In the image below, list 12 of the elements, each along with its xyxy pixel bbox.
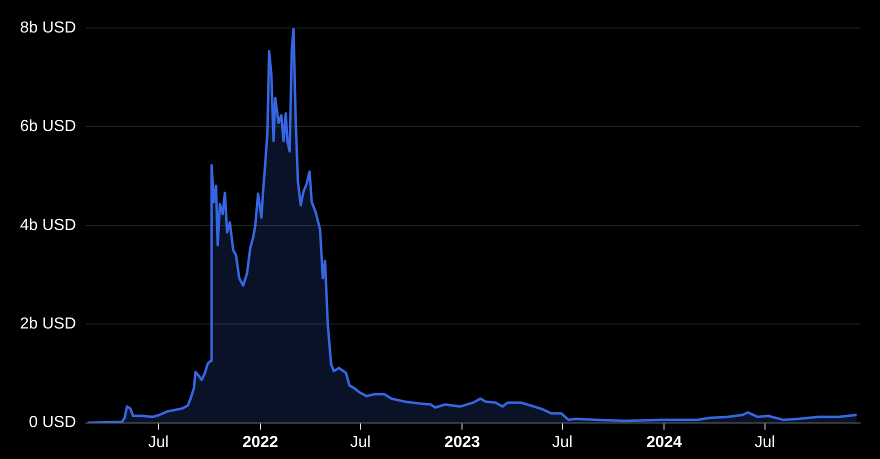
y-tick-label: 6b USD: [20, 118, 76, 136]
x-tick-label: 2023: [444, 434, 480, 451]
y-tick-label: 2b USD: [20, 316, 76, 333]
y-tick-label: 4b USD: [20, 216, 76, 234]
x-tick-label: 2022: [242, 434, 278, 451]
x-tick-label: Jul: [754, 434, 776, 451]
x-tick-label: Jul: [148, 434, 169, 451]
x-tick-label: 2024: [646, 434, 682, 451]
x-tick-label: Jul: [350, 434, 371, 451]
x-tick-label: Jul: [552, 434, 573, 451]
y-tick-label: 8b USD: [20, 19, 76, 36]
y-tick-label: 0 USD: [28, 414, 76, 432]
